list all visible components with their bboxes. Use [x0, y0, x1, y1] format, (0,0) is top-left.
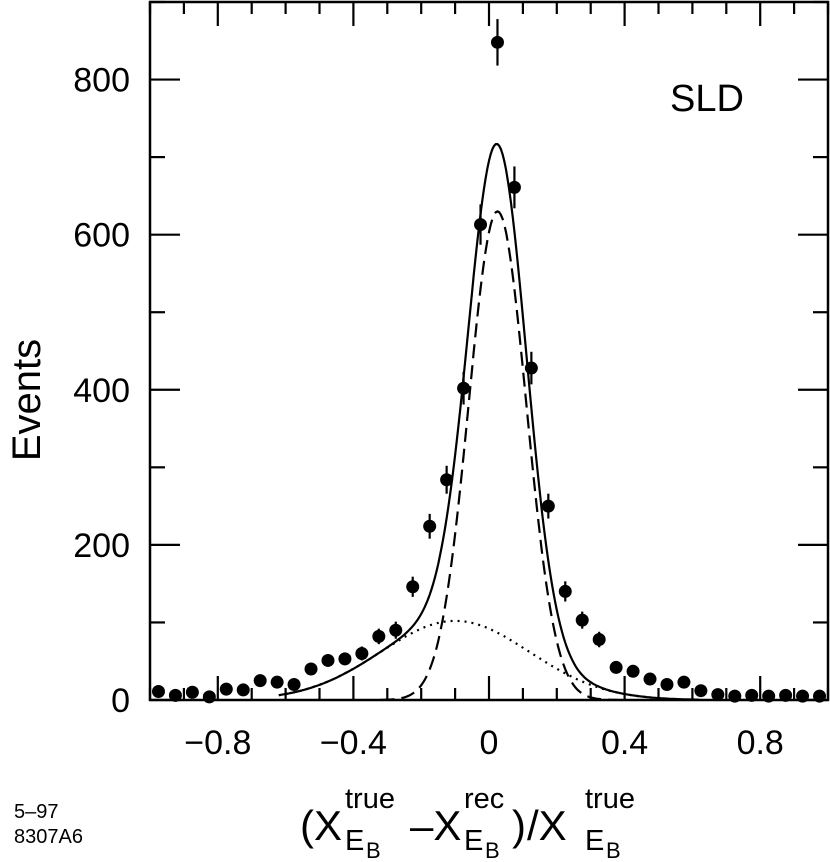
data-point [677, 675, 691, 689]
data-point [236, 683, 250, 697]
axis-tick-labels: −0.8 −0.4 0 0.4 0.8 0 200 400 600 800 [73, 62, 784, 762]
data-point [626, 664, 640, 678]
axis-ticks [148, 0, 830, 702]
data-point [202, 690, 216, 704]
data-point [372, 629, 386, 643]
data-point [524, 361, 538, 375]
svg-text:/X: /X [527, 802, 567, 849]
data-point [389, 623, 403, 637]
svg-text:B: B [485, 838, 500, 862]
data-point [338, 652, 352, 666]
y-tick-label: 400 [73, 372, 130, 410]
data-point [440, 473, 454, 487]
total-fit-curve [278, 143, 700, 701]
svg-text:true: true [345, 783, 395, 815]
data-point [406, 580, 420, 594]
y-tick-label: 800 [73, 62, 130, 100]
x-tick-label: −0.4 [320, 724, 387, 762]
narrow-component-curve [380, 210, 618, 701]
svg-text:rec: rec [464, 783, 504, 815]
data-point [507, 180, 521, 194]
data-point [304, 662, 318, 676]
x-tick-label: 0.4 [601, 724, 648, 762]
data-point [813, 689, 827, 703]
data-point [660, 677, 674, 691]
data-point [185, 685, 199, 699]
fit-curves [278, 143, 700, 701]
data-points [151, 19, 827, 704]
x-tick-label: 0.8 [737, 724, 784, 762]
data-point [321, 653, 335, 667]
svg-text:B: B [606, 838, 621, 862]
x-axis-title: (X true E B –X rec E B ) /X true E B [300, 783, 635, 862]
y-axis-title: Events [5, 339, 49, 461]
x-tick-label: 0 [480, 724, 499, 762]
footnote-id: 8307A6 [14, 826, 83, 848]
data-point [575, 613, 589, 627]
x-tick-label: −0.8 [184, 724, 251, 762]
data-point [287, 677, 301, 691]
data-point [558, 584, 572, 598]
svg-text:B: B [366, 838, 381, 862]
data-point [762, 689, 776, 703]
data-point [609, 660, 623, 674]
data-point [355, 646, 369, 660]
data-point [474, 218, 488, 232]
y-tick-label: 200 [73, 527, 130, 565]
svg-text:–X: –X [410, 802, 461, 849]
svg-text:): ) [512, 802, 526, 849]
data-point [592, 633, 606, 647]
data-point [219, 682, 233, 696]
data-point [253, 674, 267, 688]
svg-text:E: E [464, 825, 483, 857]
data-point [711, 688, 725, 702]
data-point [457, 381, 471, 395]
y-tick-label: 0 [111, 682, 130, 720]
svg-text:E: E [345, 825, 364, 857]
data-point [779, 688, 793, 702]
svg-text:E: E [585, 825, 604, 857]
data-point [694, 684, 708, 698]
svg-text:true: true [585, 783, 635, 815]
broad-component-curve [278, 619, 659, 700]
data-point [423, 519, 437, 533]
experiment-label: SLD [670, 78, 744, 120]
data-point [490, 35, 504, 49]
data-point [270, 675, 284, 689]
data-point [151, 684, 165, 698]
data-point [745, 688, 759, 702]
data-point [643, 672, 657, 686]
y-tick-label: 600 [73, 217, 130, 255]
svg-text:(X: (X [300, 802, 342, 849]
footnote-date: 5–97 [14, 801, 59, 823]
data-point [796, 689, 810, 703]
data-point [541, 499, 555, 513]
data-point [728, 689, 742, 703]
data-point [168, 688, 182, 702]
